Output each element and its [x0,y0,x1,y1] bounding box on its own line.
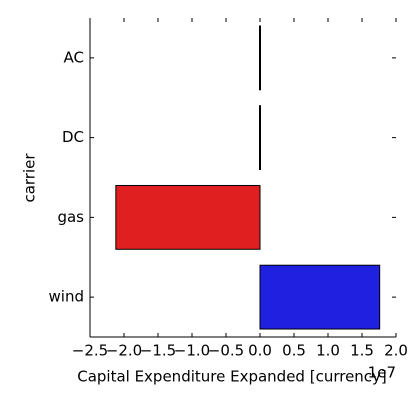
x-tick-label: 0.5 [282,342,306,360]
bar [259,105,261,171]
bar [115,184,261,250]
x-tick-label: 0.0 [248,342,272,360]
x-offset-label: 1e7 [368,364,396,382]
bar [259,264,381,330]
x-tick-label: −1.5 [140,342,176,360]
y-tick-label: AC [64,48,84,66]
x-tick-label: −1.0 [174,342,210,360]
x-tick-label: 1.5 [350,342,374,360]
y-tick-label: wind [49,288,84,306]
x-tick-label: −0.5 [208,342,244,360]
x-tick-label: −2.5 [72,342,108,360]
x-axis-label: Capital Expenditure Expanded [currency] [77,368,387,386]
x-tick-label: 1.0 [316,342,340,360]
bar [259,25,261,91]
y-tick-label: gas [57,208,84,226]
x-tick-label: −2.0 [106,342,142,360]
x-tick-label: 2.0 [384,342,408,360]
y-tick-label: DC [62,128,84,146]
y-axis-label: carrier [21,153,39,203]
